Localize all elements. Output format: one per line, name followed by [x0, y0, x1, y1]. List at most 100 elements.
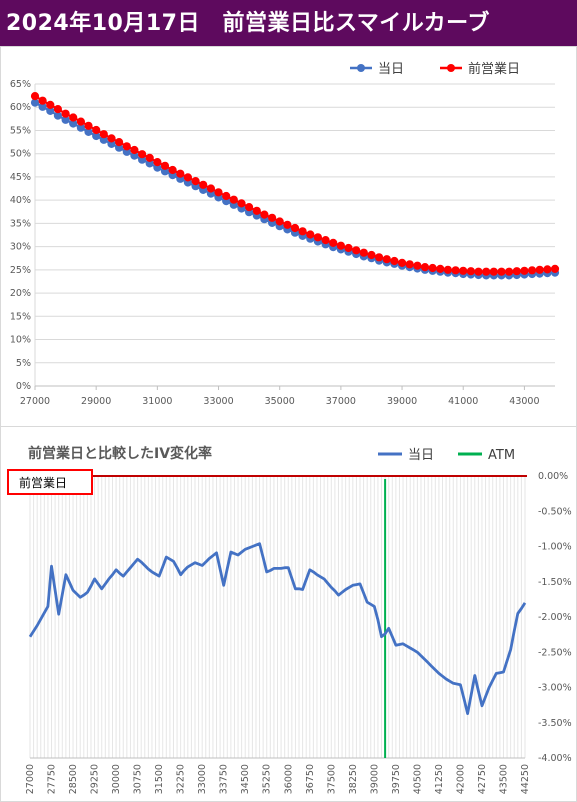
chart1-data-point: [497, 267, 506, 276]
chart2-x-tick-label: 33000: [197, 764, 208, 794]
chart1-series-1: [30, 92, 560, 276]
chart1-data-point: [352, 246, 361, 255]
chart2-y-tick-label: 0.00%: [538, 471, 568, 482]
chart1-data-point: [466, 267, 475, 276]
chart2-x-tick-label: 40500: [412, 764, 423, 794]
chart1-data-point: [420, 263, 430, 272]
chart1-data-point: [145, 153, 154, 163]
chart1-series-0: [30, 98, 560, 280]
chart1-y-tick-label: 65%: [10, 79, 31, 90]
chart1-data-point: [30, 92, 40, 101]
chart1-data-point: [359, 248, 368, 257]
chart1-data-point: [535, 265, 544, 274]
chart2-x-tick-label: 36000: [283, 764, 294, 794]
chart2-y-tick-label: -4.00%: [538, 753, 572, 764]
chart1-data-point: [474, 267, 483, 276]
chart1-gridlines: [34, 83, 555, 387]
chart1-data-point: [237, 199, 246, 208]
chart1-data-point: [375, 253, 384, 262]
chart1-y-axis: 0% 5% 10% 15% 20% 25% 30% 35% 40% 45% 50% 55% 60% 65%: [10, 79, 31, 392]
chart1-data-point: [153, 158, 162, 167]
chart1-x-axis: 27000 29000 31000 33000 35000 37000 39000 41000…: [20, 386, 540, 407]
chart1-data-point: [382, 255, 391, 264]
chart2-legend-label: ATM: [488, 448, 515, 463]
chart1-data-point: [390, 256, 399, 266]
chart2-x-tick-label: 43500: [498, 764, 509, 794]
chart1-data-point: [436, 264, 445, 273]
chart1-data-point: [367, 250, 376, 260]
chart1-y-tick-label: 45%: [10, 172, 31, 183]
chart2-y-tick-label: -2.00%: [538, 612, 572, 623]
chart2-x-tick-label: 31500: [154, 764, 165, 794]
chart2-legend-label: 当日: [408, 448, 434, 463]
chart1-y-tick-label: 5%: [16, 358, 31, 369]
chart2-x-tick-label: 44250: [520, 764, 531, 794]
chart1-data-point: [459, 266, 468, 275]
chart1-data-point: [99, 130, 108, 139]
chart1-data-point: [428, 263, 437, 273]
chart1-legend-label: 当日: [378, 62, 404, 77]
chart1-x-tick-label: 33000: [203, 396, 233, 407]
chart1-data-point: [482, 267, 491, 276]
chart1-data-point: [398, 258, 407, 267]
smile-curve-chart: 0% 5% 10% 15% 20% 25% 30% 35% 40% 45% 50% 55% 60% 65%…: [10, 61, 560, 407]
chart1-data-point: [160, 161, 170, 170]
chart1-data-point: [122, 142, 131, 151]
chart2-x-tick-label: 30000: [111, 764, 122, 794]
chart1-data-point: [298, 227, 307, 236]
chart2-y-tick-label: -1.50%: [538, 577, 572, 588]
chart2-x-tick-label: 42000: [455, 764, 466, 794]
chart2-x-tick-label: 28500: [68, 764, 79, 794]
chart1-data-point: [528, 266, 537, 275]
chart1-data-point: [107, 134, 116, 143]
chart1-data-point: [413, 261, 422, 270]
chart1-data-point: [329, 238, 338, 247]
chart1-data-point: [92, 125, 101, 135]
chart2-x-tick-label: 42750: [477, 764, 488, 794]
chart1-data-point: [46, 100, 55, 110]
chart1-x-tick-label: 31000: [142, 396, 172, 407]
chart2-x-tick-label: 29250: [90, 764, 101, 794]
chart1-data-point: [505, 267, 514, 276]
chart1-data-point: [443, 265, 452, 274]
chart2-legend: 当日 ATM: [378, 448, 515, 463]
chart2-series-line-0: [28, 542, 527, 716]
chart1-data-point: [138, 150, 147, 159]
chart1-data-point: [168, 165, 177, 175]
chart1-data-point: [306, 230, 315, 239]
page-banner: 2024年10月17日 前営業日比スマイルカーブ: [0, 0, 577, 46]
chart1-data-point: [245, 203, 254, 212]
chart1-series-line: [34, 95, 556, 273]
chart1-data-point: [268, 213, 277, 222]
chart1-data-point: [53, 105, 63, 114]
chart1-data-point: [222, 191, 231, 201]
chart2-gridlines: [26, 475, 527, 759]
chart1-legend-label: 前営業日: [468, 61, 520, 77]
chart1-data-point: [321, 236, 330, 245]
chart1-data-point: [512, 267, 521, 276]
chart1-legend-marker: [357, 64, 365, 72]
chart1-y-tick-label: 50%: [10, 149, 31, 160]
chart1-data-point: [76, 117, 86, 126]
chart2-x-tick-label: 35250: [262, 764, 273, 794]
chart1-data-point: [176, 169, 185, 178]
chart1-y-tick-label: 15%: [10, 311, 31, 322]
chart2-y-axis: 0.00% -0.50% -1.00% -1.50% -2.00% -2.50% -3.00…: [538, 471, 572, 764]
chart1-y-tick-label: 10%: [10, 335, 31, 346]
chart1-data-point: [191, 177, 200, 186]
chart1-x-tick-label: 39000: [387, 396, 417, 407]
chart1-data-point: [543, 265, 552, 274]
chart1-y-tick-label: 35%: [10, 218, 31, 229]
chart2-x-tick-label: 38250: [348, 764, 359, 794]
chart1-data-point: [275, 217, 284, 226]
chart1-data-point: [260, 210, 269, 219]
chart1-data-point: [183, 173, 192, 182]
chart1-data-point: [130, 145, 139, 155]
chart1-data-point: [84, 121, 93, 130]
baseline-label-box: [7, 469, 93, 495]
chart1-data-point: [229, 195, 238, 204]
chart2-x-tick-label: 39750: [391, 764, 402, 794]
chart1-data-point: [206, 184, 215, 193]
iv-change-chart: 前営業日と比較したIV変化率 0.00% -0.50% -1.00% -1.50% -2…: [7, 445, 572, 794]
baseline-label: 前営業日: [19, 475, 67, 490]
